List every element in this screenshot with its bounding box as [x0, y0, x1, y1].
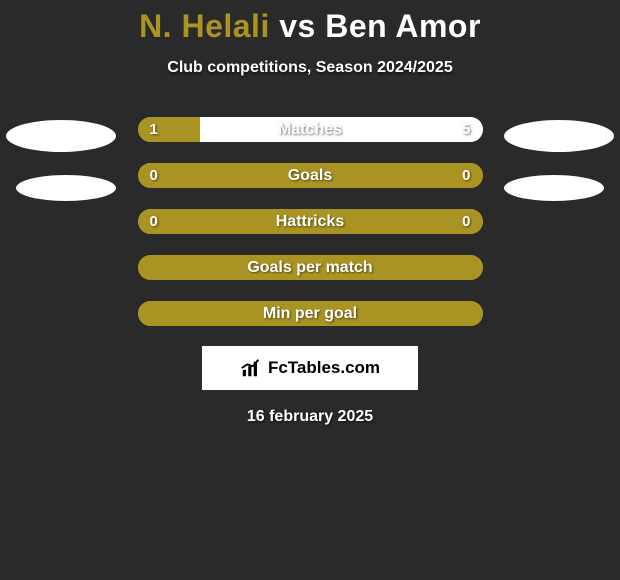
title-player-b: Ben Amor [325, 8, 481, 44]
stat-label: Hattricks [138, 209, 483, 234]
player-a-badge-1 [6, 120, 116, 152]
chart-icon [240, 357, 262, 379]
stats-container: 15Matches 00Goals 00Hattricks Goals per mat… [138, 117, 483, 326]
logo-text: FcTables.com [268, 358, 380, 378]
stat-row: Goals per match [138, 255, 483, 280]
stat-row: 00Hattricks [138, 209, 483, 234]
title-player-a: N. Helali [139, 8, 270, 44]
player-b-badge-2 [504, 175, 604, 201]
player-b-badge-1 [504, 120, 614, 152]
stat-label: Matches [138, 117, 483, 142]
player-a-badge-2 [16, 175, 116, 201]
logo-box: FcTables.com [202, 346, 418, 390]
stat-label: Goals [138, 163, 483, 188]
page-title: N. Helali vs Ben Amor [0, 0, 620, 45]
stat-row: 00Goals [138, 163, 483, 188]
title-vs: vs [270, 8, 325, 44]
stat-row: Min per goal [138, 301, 483, 326]
stat-row: 15Matches [138, 117, 483, 142]
stat-label: Goals per match [138, 255, 483, 280]
date-text: 16 february 2025 [0, 408, 620, 426]
subtitle: Club competitions, Season 2024/2025 [0, 59, 620, 77]
stat-label: Min per goal [138, 301, 483, 326]
